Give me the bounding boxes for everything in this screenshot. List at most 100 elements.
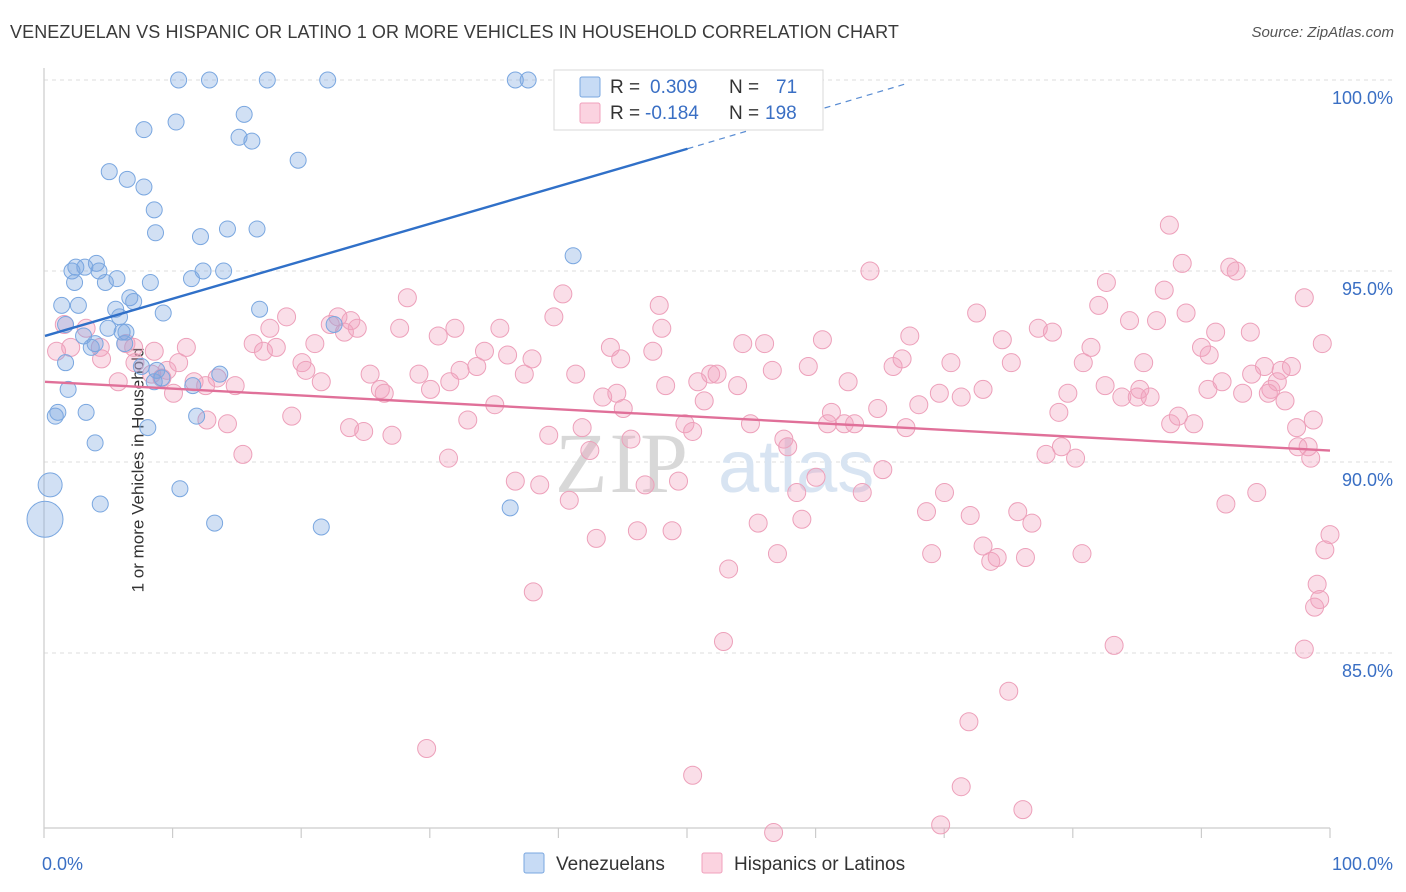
hispanic-point (1305, 597, 1325, 617)
hispanic-point (812, 330, 832, 350)
hispanic-point (868, 399, 888, 419)
hispanic-point (1192, 337, 1211, 357)
hispanic-point (798, 357, 818, 376)
hispanic-point (941, 353, 961, 373)
hispanic-point (806, 467, 826, 487)
hispanic-point (1120, 311, 1140, 331)
hispanic-point (417, 739, 437, 758)
legend-r-label-2: R = (610, 103, 640, 124)
hispanic-point (1028, 318, 1048, 338)
hispanic-point (675, 414, 695, 434)
hispanic-point (1240, 322, 1260, 342)
hispanic-point (992, 330, 1012, 350)
venezuelan-point (200, 71, 218, 89)
hispanic-point (311, 372, 331, 392)
hispanic-point (282, 406, 302, 426)
hispanic-point (1154, 280, 1174, 300)
hispanic-point (611, 349, 631, 369)
hispanic-point (197, 410, 217, 430)
venezuelan-point (53, 296, 71, 314)
hispanic-point (217, 414, 237, 434)
hispanic-point (440, 372, 460, 392)
hispanic-point (1168, 406, 1188, 426)
hispanic-point (1233, 383, 1253, 403)
hispanic-point (713, 632, 733, 652)
hispanic-point (1072, 544, 1092, 564)
venezuelan-point (167, 113, 185, 131)
hispanic-point (764, 823, 784, 843)
venezuelan-point (153, 369, 171, 387)
hispanic-point (225, 376, 245, 396)
venezuelan-point (141, 273, 159, 291)
venezuelan-point (139, 419, 157, 437)
venezuelan-point (125, 293, 143, 311)
hispanic-point (490, 318, 510, 338)
watermark-atlas: atlas (718, 425, 874, 508)
hispanic-point (1294, 639, 1314, 659)
hispanic-point (792, 509, 812, 529)
hispanic-point (108, 372, 128, 392)
hispanic-point (176, 337, 196, 357)
venezuelan-point (91, 495, 109, 513)
series-legend: Venezuelans Hispanics or Latinos (523, 852, 905, 875)
hispanic-point (1184, 414, 1204, 434)
venezuelan-point (170, 71, 188, 89)
hispanic-point (544, 307, 564, 327)
hispanic-point (917, 502, 937, 522)
hispanic-point (266, 337, 286, 357)
hispanic-point (1066, 448, 1086, 468)
hispanic-point (733, 334, 753, 354)
hispanic-point (701, 364, 721, 384)
venezuelan-point (258, 71, 276, 89)
hispanic-point (409, 364, 429, 384)
hispanic-point (428, 326, 448, 346)
legend-venezuelans-swatch (523, 852, 545, 874)
legend-r-label: R = (610, 77, 640, 98)
axes (43, 68, 1331, 838)
hispanic-point (935, 483, 954, 503)
hispanic-point (1301, 448, 1321, 468)
hispanic-point (580, 441, 600, 461)
venezuelan-point (206, 514, 224, 532)
venezuelan-point (251, 300, 269, 318)
hispanic-point (593, 387, 613, 407)
venezuelan-point (506, 71, 524, 89)
venezuelan-point (135, 178, 153, 196)
hispanic-point (635, 475, 655, 495)
chart-title: VENEZUELAN VS HISPANIC OR LATINO 1 OR MO… (10, 22, 900, 42)
hispanic-point (341, 311, 361, 331)
hispanic-point (900, 326, 920, 346)
legend-n-value-blue: 71 (776, 77, 797, 98)
venezuelan-point (147, 224, 165, 242)
hispanic-point (1096, 272, 1116, 292)
hispanic-point (474, 341, 494, 361)
hispanic-point (1058, 383, 1078, 403)
hispanic-point (1159, 215, 1179, 235)
hispanic-point (778, 437, 798, 457)
hispanic-point (1312, 334, 1332, 354)
hispanic-point (1320, 525, 1340, 545)
venezuelan-point (86, 434, 104, 452)
venezuelan-point (132, 358, 150, 375)
legend-hispanics-swatch (701, 852, 723, 874)
venezuelan-point (66, 273, 84, 291)
hispanic-point (1271, 360, 1291, 380)
hispanic-point (92, 349, 112, 369)
hispanic-point (762, 360, 782, 380)
hispanic-point (1081, 337, 1101, 357)
hispanic-point (967, 303, 987, 323)
hispanic-point (1013, 800, 1033, 820)
hispanic-point (740, 414, 760, 434)
hispanic-point (370, 379, 390, 399)
venezuelan-point (191, 228, 209, 246)
venezuelan-point (171, 480, 189, 498)
watermark: ZIP atlas (555, 415, 874, 511)
hispanic-point (164, 383, 183, 403)
hispanic-point (662, 521, 682, 541)
venezuelan-point (49, 403, 67, 421)
hispanic-point (1287, 418, 1307, 438)
hispanic-point (707, 364, 727, 384)
hispanic-point (157, 360, 177, 380)
legend-swatch-pink (579, 102, 601, 124)
hispanic-point (1112, 387, 1132, 407)
